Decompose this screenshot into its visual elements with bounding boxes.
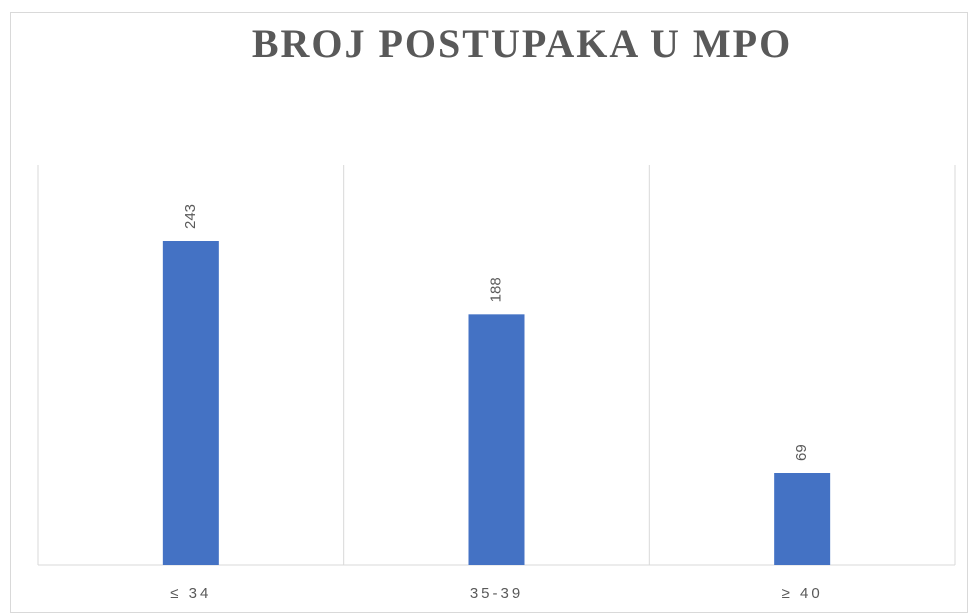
data-label: 188 [487, 277, 504, 302]
bar [774, 473, 831, 565]
chart-title: BROJ POSTUPAKA U MPO [252, 21, 792, 66]
data-label: 69 [793, 444, 810, 461]
x-tick-label: ≥ 40 [782, 585, 823, 602]
x-tick-label: ≤ 34 [170, 585, 211, 602]
bar [162, 241, 219, 565]
bar [468, 314, 525, 565]
x-tick-label: 35-39 [470, 585, 523, 602]
data-label: 243 [182, 204, 199, 229]
